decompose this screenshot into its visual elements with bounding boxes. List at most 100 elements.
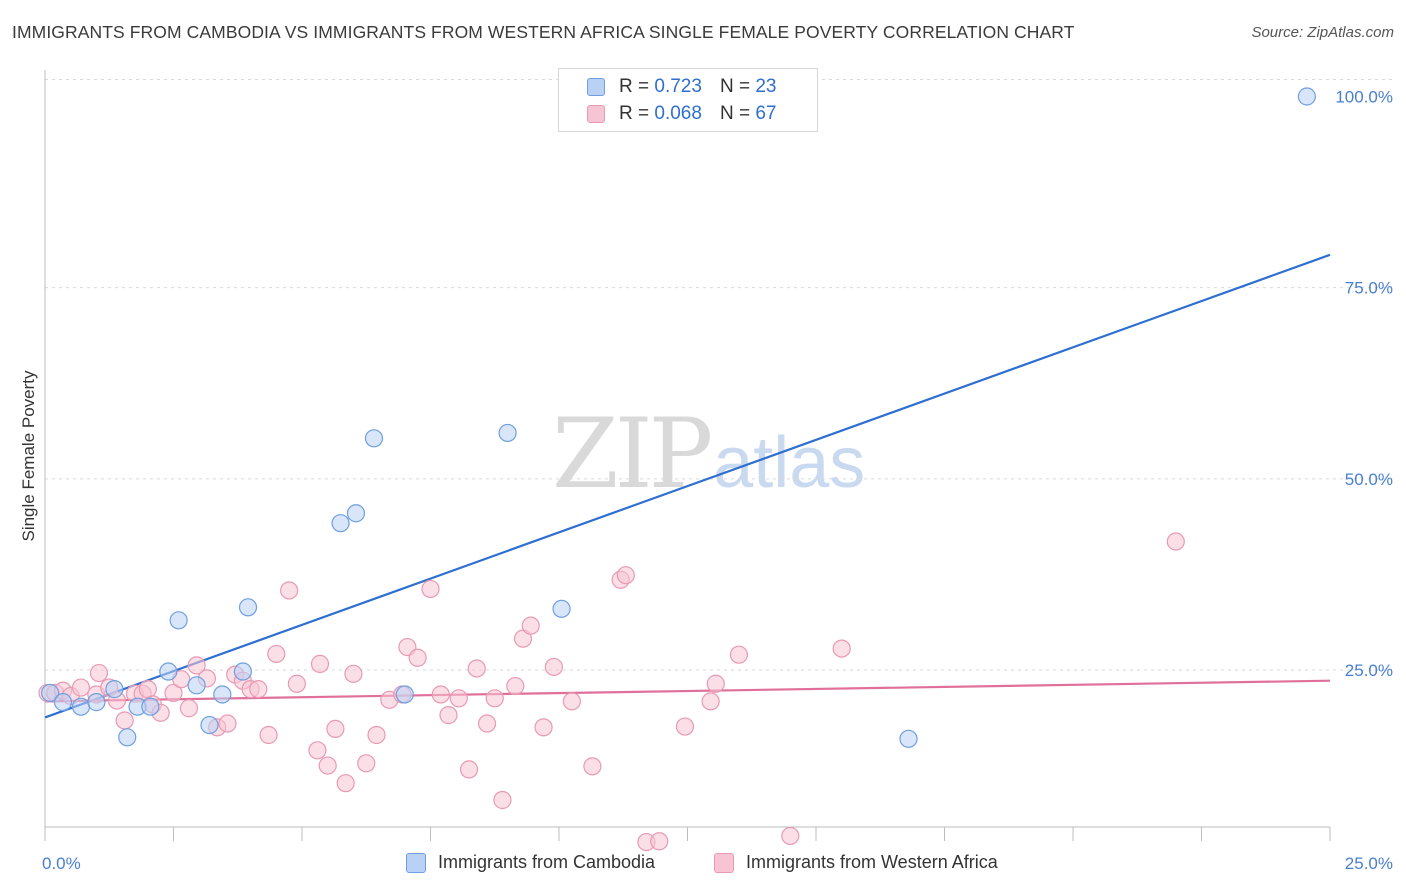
legend-n-label: N = (719, 103, 751, 124)
data-point-pink (534, 718, 553, 737)
data-point-pink (89, 663, 109, 683)
legend-n-label: N = (719, 76, 751, 97)
data-point-pink (259, 725, 278, 745)
bottom-legend-cambodia: Immigrants from Cambodia (406, 852, 655, 873)
bottom-legend-western-africa: Immigrants from Western Africa (714, 852, 998, 873)
data-point-blue (331, 514, 350, 533)
data-point-pink (562, 692, 581, 711)
data-point-blue (187, 676, 206, 695)
data-point-pink (344, 664, 363, 683)
data-point-pink (71, 678, 91, 697)
data-point-blue (71, 697, 91, 716)
y-tick-label: 25.0% (1345, 661, 1393, 680)
data-point-pink (477, 714, 497, 733)
legend-row-western-africa: R = 0.068 N = 67 (587, 102, 776, 126)
legend-r-label: R = (619, 103, 650, 124)
legend-swatch-cambodia (587, 78, 605, 96)
bottom-legend-label-western-africa: Immigrants from Western Africa (746, 852, 998, 872)
data-point-pink (675, 717, 695, 736)
data-point-blue (169, 611, 188, 630)
bottom-legend-label-cambodia: Immigrants from Cambodia (438, 852, 656, 872)
data-point-pink (781, 826, 800, 846)
x-tick-label: 0.0% (42, 854, 81, 873)
watermark-atlas: atlas (713, 423, 866, 503)
chart-title: IMMIGRANTS FROM CAMBODIA VS IMMIGRANTS F… (12, 22, 1075, 42)
legend-r-value: 0.723 (654, 76, 702, 97)
data-point-pink (729, 645, 749, 664)
bottom-legend-swatch-cambodia (406, 852, 426, 873)
data-point-pink (832, 639, 851, 658)
data-point-pink (485, 689, 504, 708)
legend-row-cambodia: R = 0.723 N = 23 (587, 75, 776, 99)
trend-line-blue (44, 253, 1331, 719)
legend-n-value: 23 (755, 76, 777, 97)
data-points (38, 87, 1316, 852)
legend-r-value: 0.068 (654, 103, 702, 124)
data-point-pink (287, 674, 306, 693)
data-point-pink (521, 616, 540, 635)
data-point-blue (200, 715, 219, 735)
data-point-blue (364, 429, 384, 448)
bottom-legend-swatch-western-africa (714, 852, 734, 873)
y-tick-label: 100.0% (1335, 88, 1393, 107)
y-tick-label: 75.0% (1345, 279, 1393, 298)
data-point-pink (421, 579, 440, 599)
tick-labels: 25.0% 50.0% 75.0% 100.0% 0.0% 25.0% Single Fem… (19, 88, 1393, 874)
data-point-pink (408, 648, 427, 667)
data-point-blue (395, 685, 414, 704)
data-point-pink (431, 685, 450, 704)
data-point-blue (238, 598, 258, 617)
data-point-blue (118, 728, 137, 747)
data-point-pink (459, 760, 479, 779)
data-point-pink (267, 644, 286, 664)
data-point-pink (336, 774, 355, 793)
data-point-pink (138, 680, 157, 699)
data-point-pink (357, 754, 376, 773)
y-axis-title: Single Female Poverty (19, 370, 38, 542)
data-point-pink (439, 706, 458, 725)
trend-lines (44, 253, 1331, 719)
data-point-pink (616, 566, 635, 585)
data-point-pink (493, 790, 512, 810)
data-point-blue (53, 693, 73, 712)
data-point-blue (1297, 87, 1316, 106)
grid-lines (45, 79, 1392, 671)
y-tick-label: 50.0% (1345, 470, 1393, 489)
data-point-pink (179, 699, 199, 718)
data-point-pink (218, 714, 237, 733)
data-point-blue (105, 680, 124, 699)
data-point-blue (552, 599, 571, 618)
data-point-pink (280, 581, 299, 600)
data-point-pink (1166, 532, 1185, 551)
legend-r-label: R = (619, 76, 650, 97)
data-point-pink (367, 725, 386, 745)
chart-source: Source: ZipAtlas.com (1251, 24, 1394, 41)
x-tick-label: 25.0% (1345, 854, 1393, 873)
data-point-pink (187, 656, 206, 675)
data-point-pink (326, 719, 345, 738)
data-point-pink (706, 674, 725, 693)
data-point-pink (449, 689, 468, 708)
data-point-pink (506, 676, 525, 696)
correlation-legend: R = 0.723 N = 23 R = 0.068 N = 67 (558, 68, 818, 132)
data-point-blue (213, 685, 232, 704)
data-point-blue (141, 697, 160, 716)
data-point-pink (310, 654, 330, 673)
data-point-pink (544, 657, 563, 677)
watermark-zip: ZIP (552, 398, 713, 510)
data-point-pink (650, 832, 669, 851)
data-point-pink (115, 711, 134, 730)
data-point-blue (41, 683, 60, 703)
data-point-blue (346, 504, 366, 523)
data-point-pink (308, 741, 327, 760)
data-point-pink (467, 659, 486, 678)
zipatlas-watermark: ZIPatlas (552, 398, 865, 510)
data-point-blue (159, 662, 178, 681)
data-point-pink (318, 756, 337, 775)
data-point-pink (249, 680, 268, 699)
legend-n-value: 67 (755, 103, 777, 124)
data-point-blue (233, 662, 252, 681)
data-point-blue (87, 693, 106, 712)
data-point-pink (583, 757, 602, 776)
